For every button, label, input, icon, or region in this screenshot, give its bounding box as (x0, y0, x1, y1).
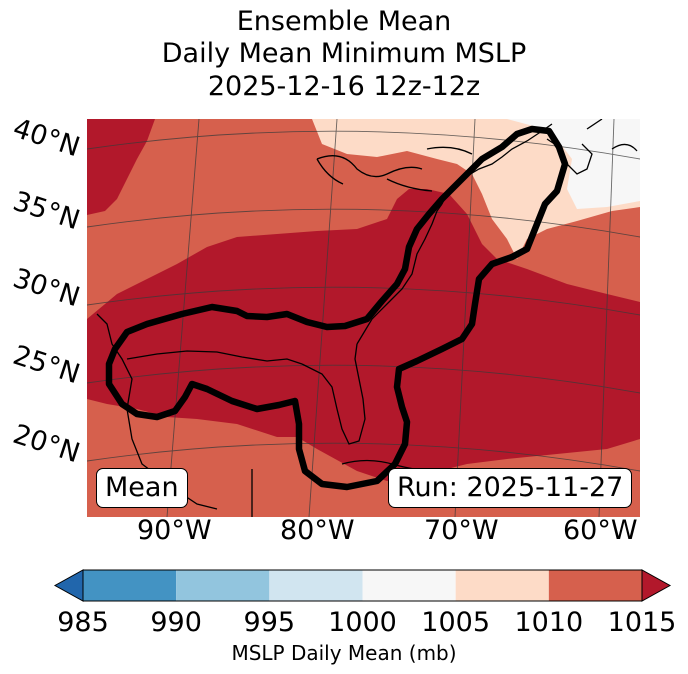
lat-label-30: 30°N (9, 262, 84, 314)
colorbar-segment (455, 570, 549, 601)
colorbar-segment (83, 570, 177, 601)
colorbar-tick: 995 (243, 607, 296, 638)
field-1000-1005-northeast (507, 119, 640, 209)
mean-track-contour (105, 125, 569, 491)
colorbar-frame (82, 569, 643, 602)
colorbar-segment (269, 570, 363, 601)
parallel-35 (86, 208, 641, 238)
colorbar-tick: 1005 (421, 607, 491, 638)
lon-label-70: 70°W (424, 515, 499, 546)
meridian-90 (166, 118, 200, 518)
colorbar (53, 569, 672, 602)
colorbar-label: MSLP Daily Mean (mb) (231, 641, 457, 665)
parallel-25 (86, 364, 641, 394)
title-line-3: 2025-12-16 12z-12z (207, 71, 481, 102)
lat-label-25: 25°N (9, 339, 84, 391)
mean-label: Mean (96, 468, 188, 508)
lon-label-90: 90°W (137, 515, 212, 546)
meridian-80 (308, 118, 338, 518)
colorbar-segment (548, 570, 642, 601)
parallel-40 (86, 130, 641, 160)
lat-label-35: 35°N (9, 185, 84, 237)
map-panel: Mean Run: 2025-11-27 (86, 118, 641, 518)
lat-label-20: 20°N (9, 418, 84, 470)
run-label: Run: 2025-11-27 (388, 468, 633, 508)
parallel-20 (86, 442, 641, 472)
colorbar-under-arrow (53, 569, 84, 602)
colorbar-over-arrow (641, 569, 672, 602)
title-line-2: Daily Mean Minimum MSLP (161, 38, 527, 69)
field-dark-red-northwest (87, 119, 155, 215)
colorbar-tick: 1015 (607, 607, 677, 638)
colorbar-segment (362, 570, 456, 601)
title-line-1: Ensemble Mean (236, 6, 452, 37)
parallel-30 (86, 286, 641, 316)
colorbar-tick: 990 (150, 607, 202, 638)
colorbar-tick: 1000 (328, 607, 397, 638)
colorbar-tick: 985 (57, 607, 109, 638)
lon-label-60: 60°W (563, 515, 638, 546)
graticule (86, 118, 641, 518)
lon-label-80: 80°W (280, 515, 355, 546)
map-svg (86, 118, 641, 518)
colorbar-tick: 1010 (514, 607, 584, 638)
meridian-70 (454, 118, 476, 518)
lat-label-40: 40°N (9, 112, 84, 164)
colorbar-segment (176, 570, 270, 601)
meridian-60 (598, 118, 615, 518)
